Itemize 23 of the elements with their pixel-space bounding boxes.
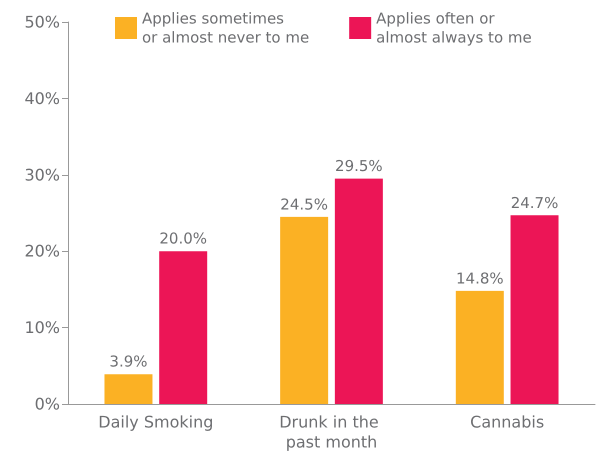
data-label: 29.5% [335, 157, 383, 176]
y-tick-label: 30% [24, 165, 60, 184]
bar [334, 178, 383, 404]
data-label: 20.0% [159, 230, 208, 248]
y-tick-label: 50% [24, 12, 60, 32]
x-tick-label: Daily Smoking [98, 412, 214, 432]
bar [159, 251, 208, 404]
y-tick-label: 40% [24, 88, 60, 108]
y-tick-label: 0% [34, 394, 60, 414]
x-tick-label: Drunk in the past month [279, 412, 384, 452]
bar [510, 215, 559, 404]
bar [456, 290, 504, 404]
legend-label: Applies sometimes or almost never to me [142, 10, 310, 46]
data-label: 24.5% [280, 195, 328, 214]
data-label: 24.7% [510, 194, 558, 212]
y-tick-label: 20% [24, 242, 60, 261]
legend-label: Applies often or almost always to me [376, 10, 532, 46]
data-label: 14.8% [456, 269, 504, 288]
bar [280, 216, 328, 404]
x-tick-label: Cannabis [470, 412, 544, 432]
bar [104, 374, 152, 404]
y-tick-label: 10% [24, 318, 60, 338]
data-label: 3.9% [109, 352, 148, 371]
